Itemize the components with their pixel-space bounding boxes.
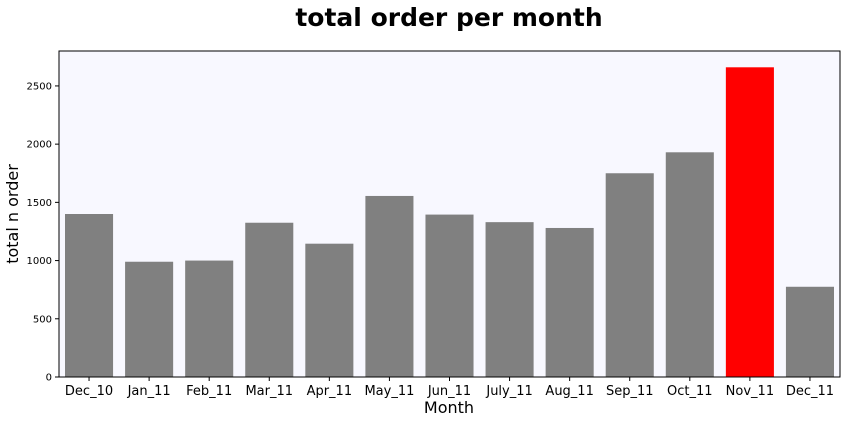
y-tick-label: 2500 bbox=[27, 81, 52, 92]
bar-feb-11 bbox=[185, 260, 234, 377]
x-tick-label: Dec_11 bbox=[786, 384, 834, 399]
y-tick-label: 2000 bbox=[27, 140, 52, 151]
x-tick-label: Sep_11 bbox=[606, 384, 654, 399]
x-axis-label: Month bbox=[424, 398, 474, 417]
bar-apr-11 bbox=[305, 243, 354, 377]
bar-nov-11 bbox=[725, 67, 774, 378]
y-tick-label: 500 bbox=[33, 314, 52, 325]
y-tick-label: 1500 bbox=[27, 198, 52, 209]
bar-sep-11 bbox=[605, 173, 654, 377]
x-tick-label: Feb_11 bbox=[186, 384, 232, 399]
bar-dec-10 bbox=[65, 214, 114, 377]
bar-dec-11 bbox=[785, 286, 834, 377]
x-tick-label: July_11 bbox=[485, 384, 532, 399]
chart-title: total order per month bbox=[295, 3, 602, 32]
bar-jun-11 bbox=[425, 214, 474, 377]
bar-aug-11 bbox=[545, 227, 594, 377]
bar-oct-11 bbox=[665, 152, 714, 377]
y-tick-label: 0 bbox=[46, 373, 52, 384]
bar-mar-11 bbox=[245, 222, 294, 377]
bar-jan-11 bbox=[125, 261, 174, 377]
bars bbox=[65, 67, 834, 378]
x-tick-label: Apr_11 bbox=[307, 384, 353, 399]
y-axis: 0 500 1000 1500 2000 2500 bbox=[27, 81, 59, 384]
bar-july-11 bbox=[485, 222, 534, 377]
x-tick-label: Jun_11 bbox=[427, 384, 471, 399]
x-tick-label: Oct_11 bbox=[667, 384, 713, 399]
x-tick-label: May_11 bbox=[364, 384, 414, 399]
x-tick-label: Jan_11 bbox=[127, 384, 171, 399]
x-tick-label: Aug_11 bbox=[545, 384, 593, 399]
y-axis-label: total n order bbox=[3, 164, 22, 264]
bar-may-11 bbox=[365, 195, 414, 377]
x-tick-label: Dec_10 bbox=[65, 384, 113, 399]
x-tick-label: Mar_11 bbox=[245, 384, 293, 399]
x-axis: Dec_10 Jan_11 Feb_11 Mar_11 Apr_11 May_11 Jun_… bbox=[65, 377, 834, 399]
y-tick-label: 1000 bbox=[27, 256, 52, 267]
x-tick-label: Nov_11 bbox=[726, 384, 774, 399]
